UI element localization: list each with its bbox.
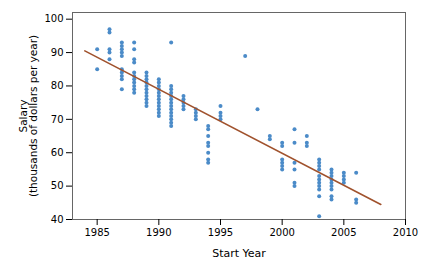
svg-text:Start Year: Start Year xyxy=(212,247,266,260)
svg-text:80: 80 xyxy=(51,80,64,91)
svg-text:1985: 1985 xyxy=(84,227,109,238)
svg-text:40: 40 xyxy=(51,214,64,225)
svg-text:2005: 2005 xyxy=(331,227,356,238)
svg-text:1990: 1990 xyxy=(146,227,171,238)
svg-text:50: 50 xyxy=(51,180,64,191)
svg-text:1995: 1995 xyxy=(208,227,233,238)
svg-text:2000: 2000 xyxy=(269,227,294,238)
svg-text:Salary(thousands of dollars pe: Salary(thousands of dollars per year) xyxy=(17,35,40,197)
svg-text:60: 60 xyxy=(51,147,64,158)
svg-text:2010: 2010 xyxy=(393,227,418,238)
svg-text:100: 100 xyxy=(44,13,63,24)
svg-text:90: 90 xyxy=(51,47,64,58)
svg-text:70: 70 xyxy=(51,114,64,125)
